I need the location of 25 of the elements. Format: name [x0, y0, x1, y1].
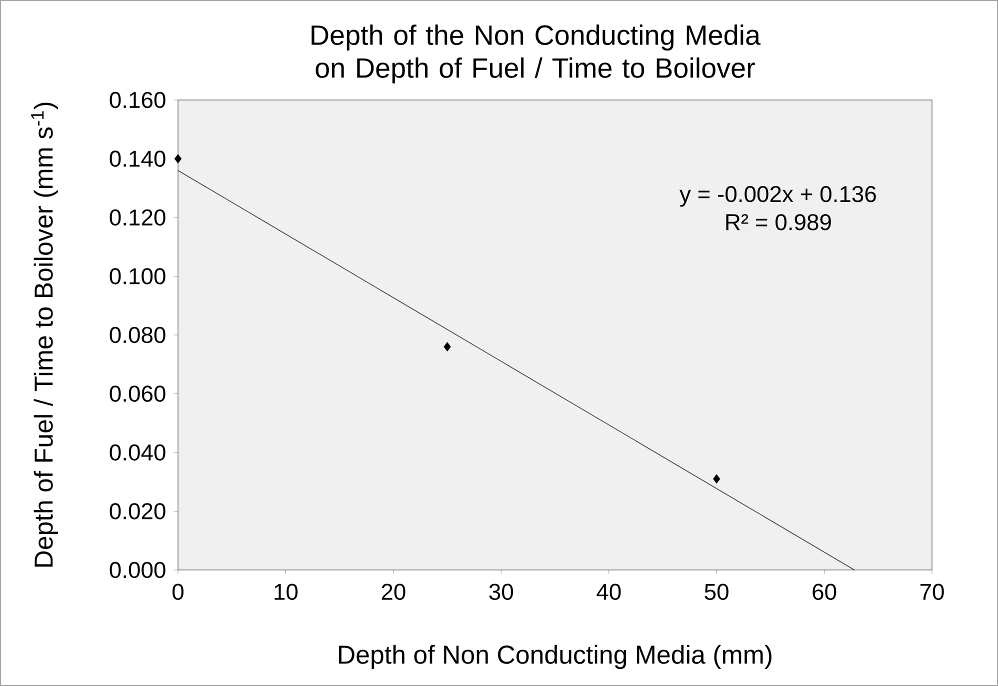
y-tick-label: 0.040 [110, 444, 166, 461]
y-tick-label: 0.020 [110, 503, 166, 520]
x-tick-label: 10 [274, 584, 298, 600]
annotation: y = -0.002x + 0.136 [680, 186, 876, 207]
y-tick-label: 0.000 [110, 562, 166, 578]
y-tick-label: 0.060 [110, 386, 166, 402]
x-tick-label: 60 [812, 584, 836, 600]
y-tick-label: 0.080 [110, 326, 166, 344]
y-tick-label: 0.140 [110, 150, 166, 167]
point [174, 154, 182, 164]
y-tick-label: 0.160 [110, 92, 166, 108]
point [444, 342, 451, 352]
x-tick-label: 40 [596, 584, 621, 600]
y-axis-title: Depth of Fuel / Time to Boilover (mm s$^{-1}$) [31, 102, 58, 567]
x-tick-label: 70 [920, 584, 944, 600]
x-tick-label: 30 [489, 584, 514, 600]
x-tick-label: 20 [382, 584, 406, 600]
x-tick-label: 0 [172, 584, 184, 600]
y-tick-label: 0.120 [110, 209, 166, 226]
x-axis-title: Depth of Non Conducting Media (mm) [339, 644, 772, 670]
y-tick-label: 0.100 [110, 268, 166, 284]
annotation: R² = 0.989 [726, 214, 831, 230]
point [713, 474, 720, 484]
chart-title: Depth of the Non Conducting Media on Depth of Fuel / Time to Boilover [312, 24, 761, 84]
x-tick-label: 50 [704, 584, 728, 600]
